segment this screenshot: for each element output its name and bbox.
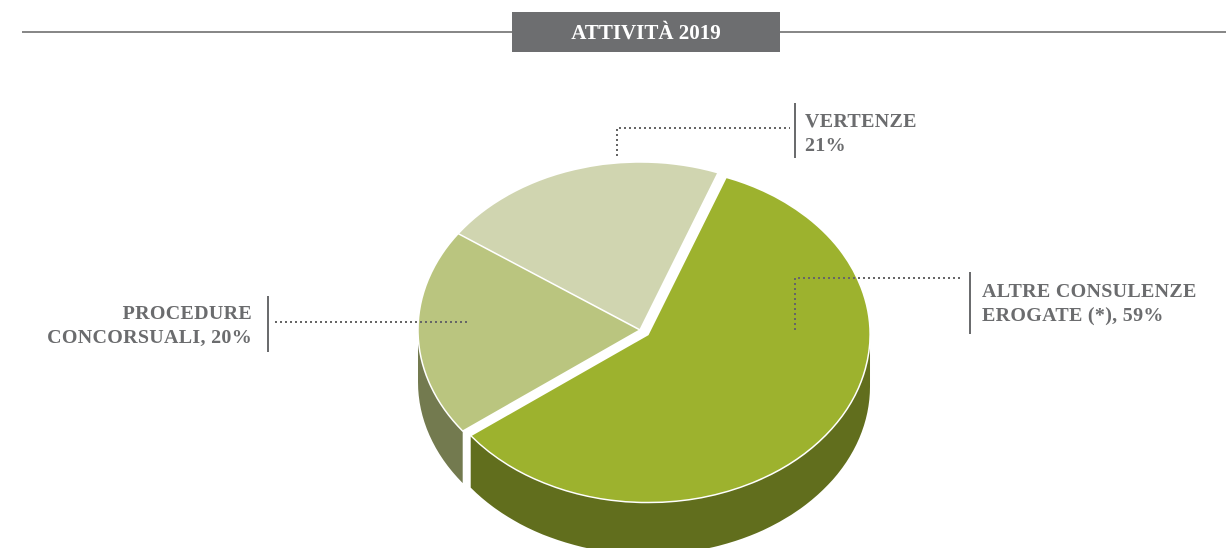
- chart-title: ATTIVITÀ 2019: [512, 12, 780, 52]
- slice-side: [418, 330, 463, 484]
- leaders: [275, 127, 962, 330]
- slice-label: VERTENZE 21%: [805, 109, 925, 157]
- label-bars: [267, 103, 971, 352]
- slice-label: PROCEDURE CONCORSUALI, 20%: [8, 301, 252, 349]
- pie: [417, 161, 871, 548]
- leader: [794, 277, 962, 330]
- slice-side: [470, 334, 871, 548]
- value-label: 59%: [1122, 304, 1164, 326]
- leader: [616, 127, 790, 156]
- category: PROCEDURE CONCORSUALI,: [47, 302, 252, 348]
- slice-label: ALTRE CONSULENZE EROGATE (*), 59%: [982, 279, 1226, 327]
- slice: [417, 232, 642, 433]
- category: VERTENZE: [805, 110, 917, 132]
- category: ALTRE CONSULENZE EROGATE (*),: [982, 280, 1197, 326]
- value-label: 20%: [211, 326, 252, 348]
- slice: [456, 161, 720, 332]
- slice: [469, 176, 871, 504]
- value-label: 21%: [805, 134, 846, 156]
